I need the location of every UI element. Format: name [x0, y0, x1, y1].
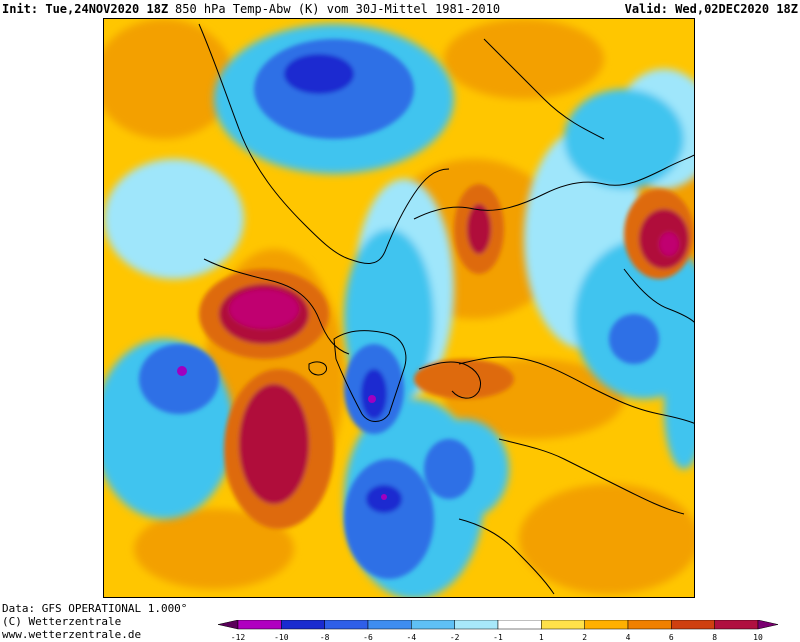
legend-swatch-max	[757, 620, 778, 630]
legend-tick-label: -4	[407, 633, 417, 642]
color-legend-swatches	[218, 620, 778, 630]
temperature-anomaly-map	[103, 18, 695, 598]
legend-tick-label: 8	[712, 633, 717, 642]
purple-spot-south	[381, 494, 387, 500]
legend-swatch	[627, 620, 672, 630]
legend-swatch	[671, 620, 715, 630]
magenta-core-east	[659, 232, 679, 256]
legend-swatch	[367, 620, 412, 630]
map-canvas	[104, 19, 694, 597]
legend-swatch	[281, 620, 325, 630]
legend-tick-label: -1	[493, 633, 503, 642]
legend-tick-label: 10	[753, 633, 763, 642]
legend-swatch	[541, 620, 585, 630]
purple-spot-central	[368, 395, 376, 403]
blue-core-east	[609, 314, 659, 364]
legend-tick-label: -6	[363, 633, 373, 642]
blue-core-south	[344, 459, 434, 579]
coastlines	[198, 23, 694, 595]
legend-swatch	[411, 620, 455, 630]
orange-region-north	[444, 19, 604, 99]
light-blue-region-northeast	[564, 89, 684, 189]
cold-anomaly-layer	[104, 24, 694, 597]
legend-swatch	[454, 620, 499, 630]
purple-spot-west	[177, 366, 187, 376]
color-legend: -12-10-8-6-4-2-1124681012	[218, 620, 778, 642]
color-legend-labels: -12-10-8-6-4-2-1124681012	[231, 633, 763, 642]
coastline-far-east	[623, 268, 694, 323]
copyright-line: (C) Wetterzentrale	[2, 615, 122, 628]
orange-region-west	[104, 19, 234, 139]
source-credits: Data: GFS OPERATIONAL 1.000° (C) Wetterz…	[2, 602, 187, 641]
coastline-asia-north	[483, 38, 605, 140]
coastline-europe	[458, 356, 694, 424]
coastline-iceland	[308, 361, 328, 376]
coastline-north-america	[198, 23, 450, 264]
legend-tick-label: -2	[450, 633, 460, 642]
legend-swatch	[237, 620, 282, 630]
blue-core-west	[139, 344, 219, 414]
data-source-line: Data: GFS OPERATIONAL 1.000°	[2, 602, 188, 615]
legend-tick-label: 6	[669, 633, 674, 642]
coastline-mediterranean	[498, 438, 685, 515]
init-time: Init: Tue,24NOV2020 18Z	[2, 2, 169, 16]
magenta-core-west	[229, 289, 299, 329]
orange-region-southwest	[134, 509, 294, 589]
legend-tick-label: 1	[539, 633, 544, 642]
light-blue-region-far-east	[664, 349, 694, 469]
website-link[interactable]: www.wetterzentrale.de	[2, 628, 142, 641]
legend-tick-label: 4	[626, 633, 631, 642]
coastline-africa	[458, 518, 555, 595]
deep-blue-core-north	[284, 54, 354, 94]
legend-swatch-min	[218, 620, 239, 630]
legend-tick-label: -8	[320, 633, 330, 642]
pale-blue-region-west	[104, 159, 244, 279]
deep-blue-core-central	[361, 369, 387, 419]
chart-header: Init: Tue,24NOV2020 18Z 850 hPa Temp-Abw…	[0, 0, 800, 18]
strong-cold-anomaly-layer	[139, 39, 659, 579]
map-title: 850 hPa Temp-Abw (K) vom 30J-Mittel 1981…	[175, 2, 501, 16]
coastline-greenland	[333, 330, 407, 422]
legend-swatch	[324, 620, 369, 630]
legend-swatch	[584, 620, 629, 630]
legend-tick-label: -10	[274, 633, 289, 642]
legend-tick-label: -12	[231, 633, 246, 642]
blue-core-southeast	[424, 439, 474, 499]
valid-time: Valid: Wed,02DEC2020 18Z	[624, 2, 798, 16]
dark-orange-core-europe	[414, 359, 514, 399]
crimson-core-atlantic	[239, 384, 309, 504]
orange-region-south	[519, 484, 694, 594]
coastline-asia	[413, 154, 694, 220]
coastline-scandinavia	[418, 361, 481, 399]
coastline-north-america-east	[203, 258, 350, 355]
crimson-core-siberia	[467, 204, 491, 254]
legend-swatch	[714, 620, 759, 630]
legend-swatch	[497, 620, 542, 630]
legend-tick-label: 2	[582, 633, 587, 642]
